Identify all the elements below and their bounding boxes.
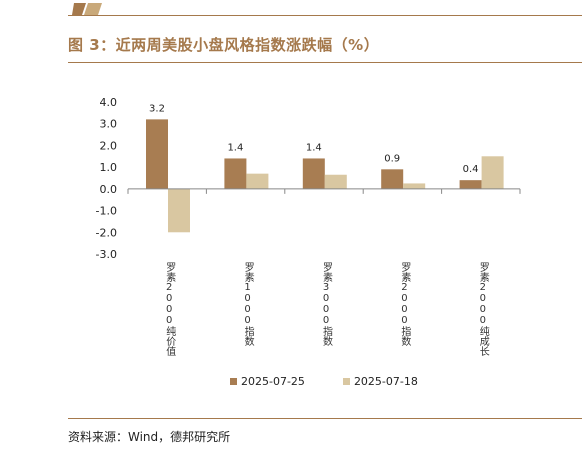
bar-series-1 (302, 158, 325, 189)
header-rule (68, 15, 582, 16)
y-tick-label: 0.0 (100, 183, 118, 196)
title-rule (68, 62, 582, 63)
x-category-label: 罗素2000纯价值 (164, 262, 176, 357)
y-tick-label: 1.0 (100, 161, 118, 174)
bar-series-2 (168, 188, 190, 233)
bar-series-2 (481, 156, 504, 189)
data-label: 0.4 (463, 164, 479, 175)
footer-rule (68, 418, 582, 419)
logo-icon (72, 0, 108, 15)
chart-legend: 2025-07-25 2025-07-18 (230, 375, 418, 388)
legend-swatch-series-2 (342, 378, 350, 385)
legend-item-series-1: 2025-07-25 (230, 375, 305, 388)
bar-series-2 (324, 174, 347, 189)
x-category-label: 罗素2000纯成长 (477, 262, 489, 356)
y-tick-label: -2.0 (96, 226, 117, 239)
y-tick-label: 3.0 (100, 118, 118, 131)
y-tick-label: -3.0 (96, 248, 117, 261)
bar-series-1 (146, 119, 168, 189)
y-tick-label: -1.0 (96, 205, 117, 218)
x-category-label: 罗素2000指数 (399, 262, 411, 347)
bar-series-2 (403, 183, 426, 189)
legend-item-series-2: 2025-07-18 (342, 375, 418, 388)
figure-title: 图 3：近两周美股小盘风格指数涨跌幅（%） (68, 36, 380, 54)
data-label: 1.4 (227, 142, 243, 153)
data-label: 1.4 (306, 142, 322, 153)
data-label: 0.9 (384, 153, 400, 164)
source-note: 资料来源：Wind，德邦研究所 (68, 430, 231, 444)
y-tick-label: 4.0 (100, 96, 118, 109)
bar-series-1 (381, 169, 404, 189)
bar-series-1 (459, 180, 482, 189)
x-category-label: 罗素1000指数 (242, 262, 254, 347)
legend-label-series-2: 2025-07-18 (353, 375, 418, 388)
bar-series-1 (224, 158, 247, 189)
x-category-label: 罗素3000指数 (321, 262, 333, 347)
legend-swatch-series-1 (230, 378, 237, 385)
legend-label-series-1: 2025-07-25 (241, 375, 305, 388)
y-tick-label: 2.0 (100, 139, 118, 152)
data-label: 3.2 (149, 103, 165, 114)
bar-series-2 (246, 173, 269, 189)
